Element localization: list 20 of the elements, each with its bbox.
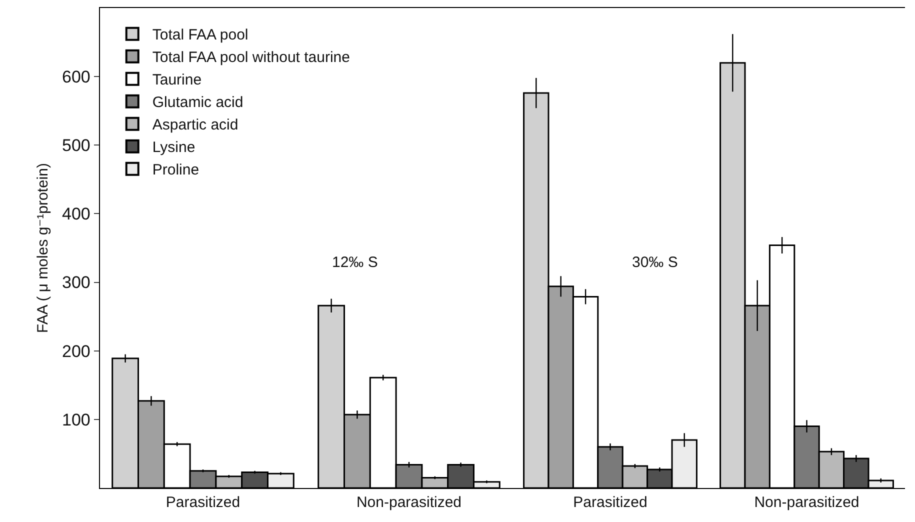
legend-label: Aspartic acid — [152, 116, 238, 134]
y-tick-label: 300 — [62, 273, 90, 292]
legend-label: Glutamic acid — [152, 94, 244, 112]
y-tick-label: 100 — [62, 410, 90, 430]
x-tick-label: Non-parasitized — [754, 494, 860, 512]
annotation: 30‰ S — [632, 254, 678, 271]
y-axis-title: FAA ( μ moles g⁻¹protein) — [34, 163, 52, 333]
legend-label: Lysine — [152, 139, 196, 156]
legend-label: Taurine — [152, 72, 202, 89]
y-tick-label: 600 — [62, 68, 90, 87]
x-tick-label: Parasitized — [166, 494, 240, 512]
legend-label: Proline — [152, 162, 200, 179]
x-tick-label: Non-parasitized — [356, 494, 462, 512]
legend-label: Total FAA pool — [152, 26, 248, 44]
annotation: 12‰ S — [332, 254, 378, 271]
y-tick-label: 400 — [62, 204, 90, 224]
x-tick-label: Parasitized — [573, 494, 648, 512]
legend-label: Total FAA pool without taurine — [152, 49, 350, 66]
y-tick-label: 200 — [62, 342, 90, 361]
y-tick-label: 500 — [62, 136, 90, 156]
